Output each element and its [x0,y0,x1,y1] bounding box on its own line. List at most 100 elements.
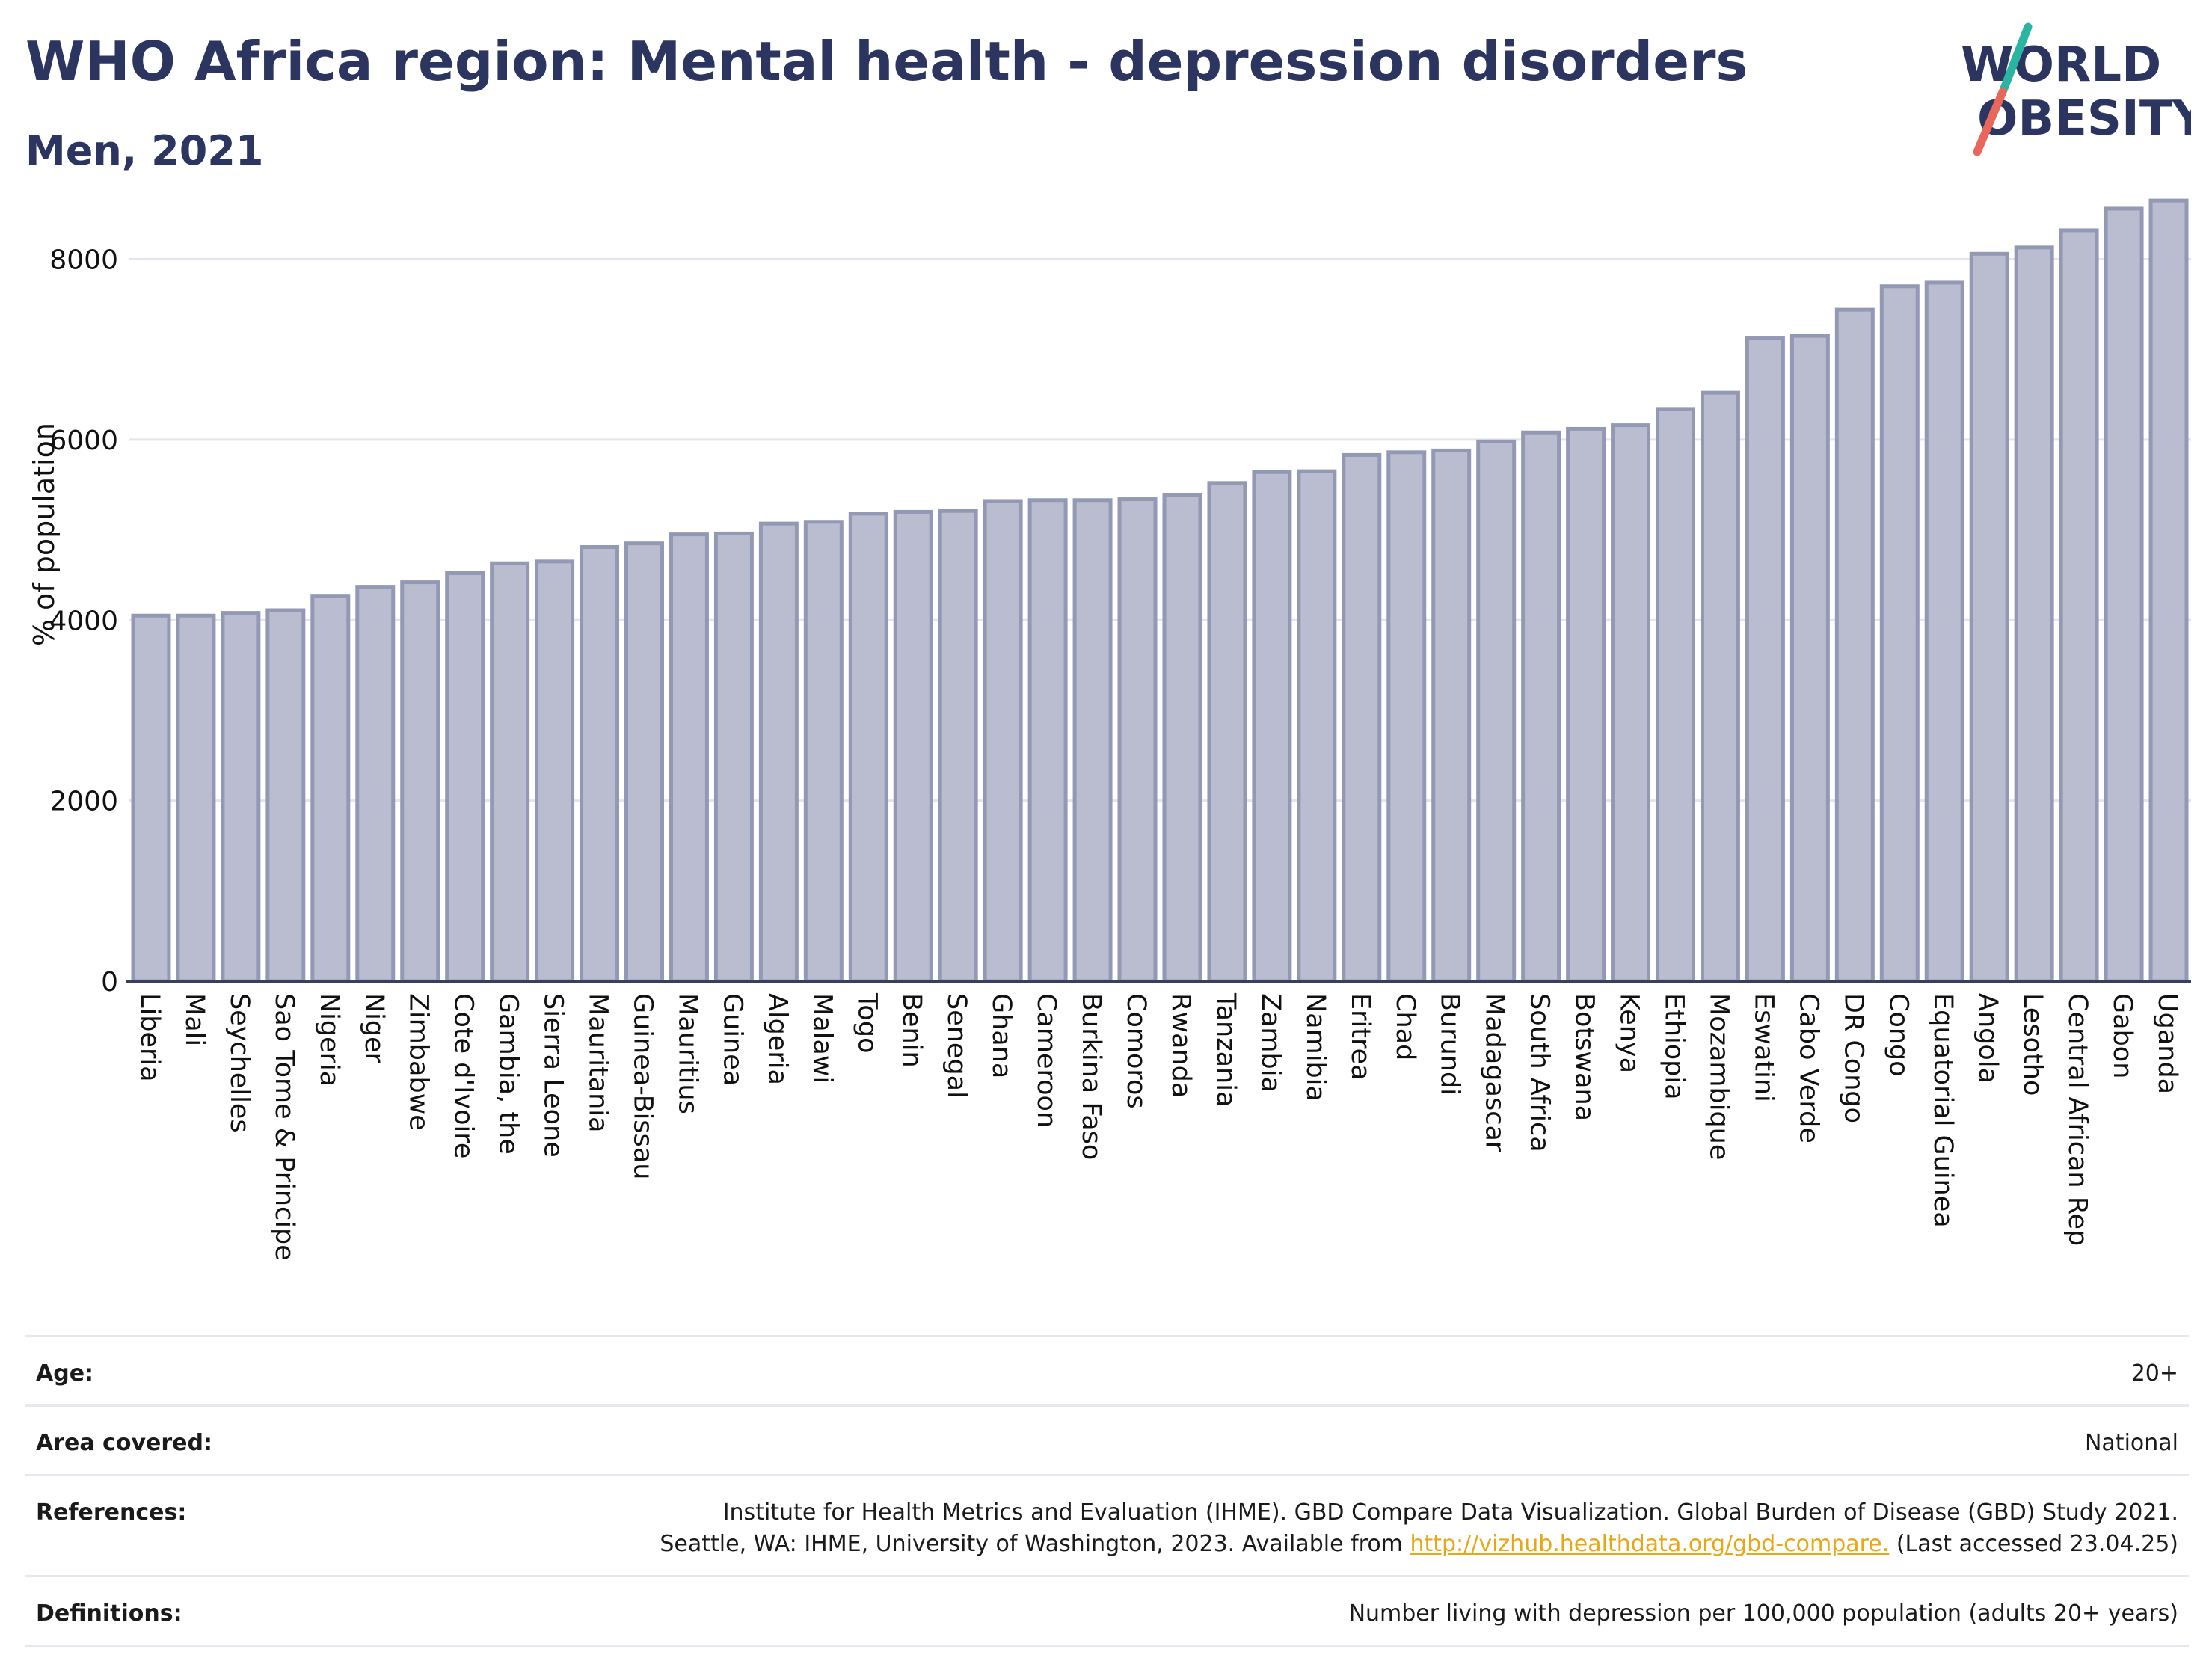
bar [1297,469,1337,983]
chart-bars [131,198,2189,983]
bar [713,531,754,983]
x-tick-label: Mauritius [672,993,702,1114]
bar [400,580,440,983]
x-tick-label: Liberia [135,993,165,1082]
bar [1117,497,1158,983]
y-tick-label: 0 [101,967,118,998]
x-tick-label: Chad [1390,993,1420,1060]
bar [1834,307,1875,983]
bar [803,520,844,983]
x-tick-label: Angola [1973,993,2003,1084]
y-tick-label: 4000 [49,606,118,636]
meta-label: Definitions: [36,1600,182,1627]
bar [2148,198,2189,983]
x-axis-ticks: Liberia Mali Seychelles Sao Tome & Principe… [135,992,2182,1261]
bar [1207,481,1247,983]
reference-link[interactable]: http://vizhub.healthdata.org/gbd-compare… [1410,1531,1890,1557]
x-tick-label: Senegal [941,993,971,1099]
x-tick-label: Ethiopia [1659,993,1689,1100]
bar [1745,336,1785,983]
meta-label: Age: [36,1360,94,1387]
bar [1072,498,1113,983]
x-tick-label: Rwanda [1166,993,1196,1098]
bar [624,541,664,983]
x-tick-label: Cabo Verde [1793,993,1823,1143]
x-tick-label: Cameroon [1031,993,1061,1128]
logo-slash-bottom [1973,87,2007,156]
bar [938,509,978,983]
bar [669,532,709,983]
x-tick-label: Seychelles [224,993,254,1133]
meta-value: 20+ [2130,1360,2178,1387]
bar [131,613,171,983]
page-subtitle: Men, 2021 [25,127,264,174]
x-tick-label: Algeria [762,993,792,1085]
x-tick-label: Burkina Faso [1076,993,1106,1160]
x-tick-label: Eritrea [1345,993,1375,1081]
x-tick-label: South Africa [1525,993,1555,1152]
x-tick-label: Kenya [1615,993,1644,1073]
x-tick-label: Ghana [986,993,1016,1078]
bar [1789,334,1830,983]
bar [176,613,216,983]
y-tick-label: 8000 [49,245,118,276]
bar [1566,426,1606,983]
bar [1969,251,2009,983]
x-tick-label: Malawi [807,993,837,1084]
x-tick-label: Eswatini [1748,993,1778,1102]
x-tick-label: Tanzania [1211,992,1241,1107]
x-tick-label: Sao Tome & Principe [269,993,299,1261]
bar [2104,206,2144,983]
x-tick-label: Congo [1883,993,1913,1077]
bar [1252,470,1292,983]
logo-slash-top [1998,22,2033,96]
bar [1431,448,1472,983]
bar [1656,407,1695,983]
page-title: WHO Africa region: Mental health - depre… [25,30,1748,93]
meta-label: Area covered: [36,1430,212,1456]
x-tick-label: Namibia [1300,993,1330,1102]
bar [535,559,575,983]
x-tick-label: Sierra Leone [538,993,568,1158]
meta-row-area: Area covered: National [25,1404,2189,1474]
bar [1027,498,1068,983]
bar [1476,439,1517,983]
x-tick-label: Gambia, the [494,993,523,1155]
x-tick-label: Mozambique [1703,993,1733,1160]
meta-label: References: [36,1499,187,1526]
y-axis-ticks: 0 2000 4000 6000 8000 [49,245,118,998]
bar [1924,280,1964,983]
x-tick-label: Central African Rep [2062,993,2092,1246]
bar [221,611,261,983]
reference-line-2-suffix: (Last accessed 23.04.25) [1889,1531,2178,1557]
bar [355,585,396,983]
bar [758,521,799,983]
y-tick-label: 6000 [49,426,118,456]
bar [893,509,933,983]
bar [445,571,485,983]
x-tick-label: Togo [852,992,882,1053]
logo-line-2: OBESITY [1977,91,2191,147]
meta-row-definitions: Definitions: Number living with depressi… [25,1575,2189,1647]
x-tick-label: Nigeria [314,993,344,1087]
x-tick-label: Zambia [1256,993,1285,1093]
x-tick-label: Botswana [1570,993,1600,1121]
x-tick-label: Burundi [1435,993,1465,1096]
meta-value: National [2084,1430,2178,1456]
reference-line-2-prefix: Seattle, WA: IHME, University of Washing… [660,1531,1410,1557]
x-tick-label: Niger [359,993,389,1064]
bar [1386,450,1427,983]
x-tick-label: Guinea-Bissau [628,993,658,1179]
x-tick-label: Equatorial Guinea [1928,993,1958,1228]
bar [1162,493,1202,983]
bar [490,561,530,983]
reference-line-1: Institute for Health Metrics and Evaluat… [722,1499,2178,1526]
x-tick-label: Mauritania [583,993,613,1132]
bar [1879,284,1920,983]
bar-chart: 0 2000 4000 6000 8000 Liberia Mali Seychelles S… [28,198,2191,1261]
meta-row-references: References: Institute for Health Metrics… [25,1474,2189,1575]
world-obesity-logo: WORLD OBESITY [1961,22,2191,156]
bar [848,512,888,983]
x-tick-label: Uganda [2152,993,2182,1094]
x-tick-label: Cote d'Ivoire [449,993,479,1158]
